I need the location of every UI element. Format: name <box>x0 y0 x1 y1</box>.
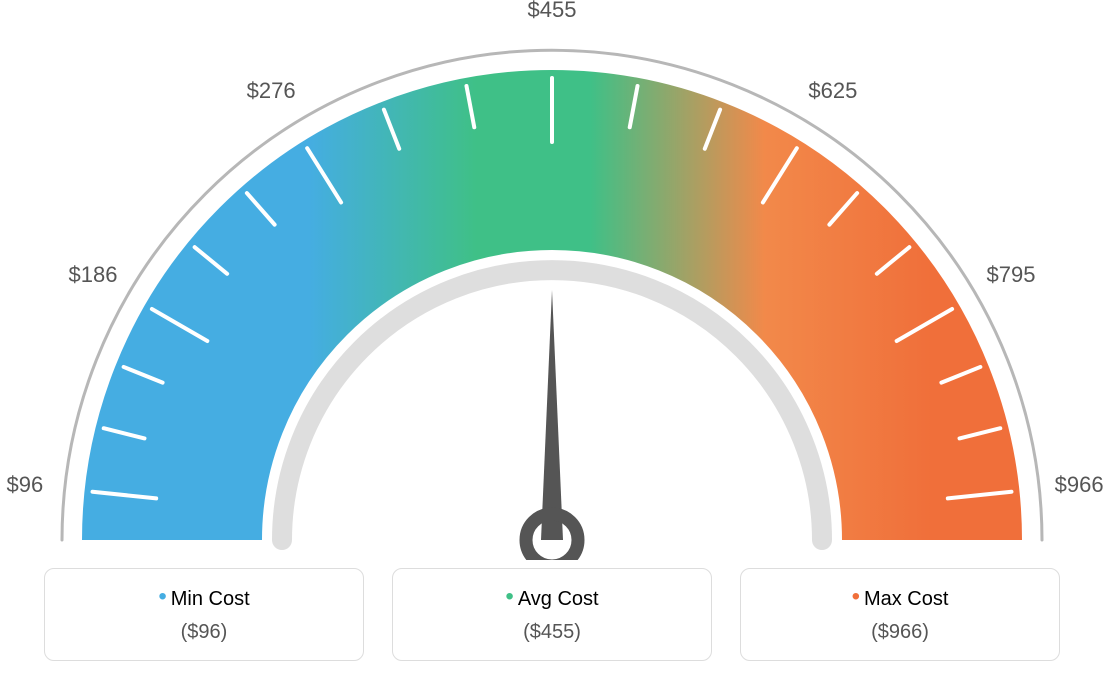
legend-label-max: •Max Cost <box>741 583 1059 611</box>
legend-label-min: •Min Cost <box>45 583 363 611</box>
legend-label-avg-text: Avg Cost <box>518 588 599 610</box>
legend-dot-min: • <box>158 583 166 610</box>
legend-dot-max: • <box>852 583 860 610</box>
legend-dot-avg: • <box>505 583 513 610</box>
gauge-area: $96 $186 $276 $455 $625 $795 $966 <box>0 0 1104 560</box>
legend-card-avg: •Avg Cost ($455) <box>392 568 712 661</box>
legend-label-max-text: Max Cost <box>864 588 948 610</box>
gauge-tick-label: $966 <box>1055 472 1104 498</box>
gauge-svg <box>0 0 1104 560</box>
gauge-tick-label: $795 <box>987 262 1036 288</box>
gauge-tick-label: $276 <box>247 78 296 104</box>
gauge-tick-label: $625 <box>808 78 857 104</box>
legend-card-min: •Min Cost ($96) <box>44 568 364 661</box>
legend-label-min-text: Min Cost <box>171 588 250 610</box>
cost-gauge-chart: $96$186$276$455$625$795$966 •Min Cost ($… <box>0 0 1104 690</box>
legend-row: •Min Cost ($96) •Avg Cost ($455) •Max Co… <box>0 568 1104 661</box>
legend-card-max: •Max Cost ($966) <box>740 568 1060 661</box>
legend-value-min: ($96) <box>45 621 363 644</box>
gauge-tick-label: $186 <box>69 262 118 288</box>
legend-value-max: ($966) <box>741 621 1059 644</box>
legend-label-avg: •Avg Cost <box>393 583 711 611</box>
gauge-tick-label: $96 <box>7 472 44 498</box>
gauge-tick-label: $455 <box>528 0 577 23</box>
legend-value-avg: ($455) <box>393 621 711 644</box>
